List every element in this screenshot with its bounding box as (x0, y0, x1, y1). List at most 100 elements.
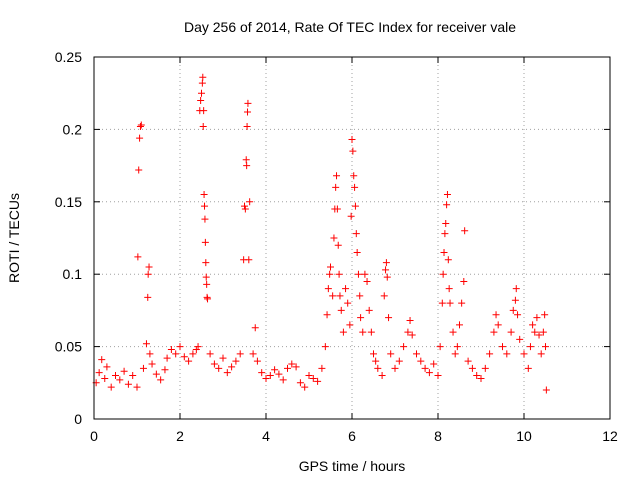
data-point (417, 357, 425, 365)
x-tick-label: 8 (434, 428, 442, 444)
data-point (251, 324, 259, 332)
data-point (129, 372, 137, 380)
data-point (443, 201, 451, 209)
data-point (337, 306, 345, 314)
data-point (321, 343, 329, 351)
data-point (430, 360, 438, 368)
data-point (197, 96, 205, 104)
data-point (361, 270, 369, 278)
data-point (349, 147, 357, 155)
y-tick-label: 0.15 (55, 194, 82, 210)
data-point (385, 314, 393, 322)
data-point (329, 292, 337, 300)
data-point (144, 270, 152, 278)
data-point (200, 191, 208, 199)
data-point (542, 386, 550, 394)
data-point (382, 259, 390, 267)
data-point (516, 335, 524, 343)
chart-title: Day 256 of 2014, Rate Of TEC Index for r… (184, 19, 516, 35)
data-point (344, 299, 352, 307)
data-point (421, 364, 429, 372)
data-point (241, 205, 249, 213)
data-point (204, 295, 212, 303)
data-point (152, 370, 160, 378)
data-point (363, 277, 371, 285)
data-point (347, 212, 355, 220)
data-point (406, 317, 414, 325)
data-point (137, 121, 145, 129)
data-point (163, 354, 171, 362)
data-point (486, 350, 494, 358)
y-tick-label: 0.1 (63, 266, 83, 282)
data-point (201, 238, 209, 246)
data-point (339, 328, 347, 336)
data-point (309, 374, 317, 382)
data-point (161, 366, 169, 374)
data-point (223, 369, 231, 377)
data-point (292, 363, 300, 371)
data-point (365, 306, 373, 314)
data-point (192, 345, 200, 353)
data-point (203, 280, 211, 288)
y-axis-label: ROTI / TECUs (6, 193, 22, 283)
data-point (490, 328, 498, 336)
data-point (395, 357, 403, 365)
data-point (352, 230, 360, 238)
data-point (301, 383, 309, 391)
data-point (172, 350, 180, 358)
data-point (136, 123, 144, 131)
data-point (198, 89, 205, 97)
data-point (243, 123, 251, 131)
data-point (144, 293, 152, 301)
data-point (512, 285, 520, 293)
data-point (541, 311, 549, 319)
data-point (133, 383, 141, 391)
data-point (354, 270, 362, 278)
data-point (332, 183, 340, 191)
data-point (451, 350, 459, 358)
data-point (258, 369, 266, 377)
data-point (134, 253, 142, 261)
data-point (136, 134, 144, 142)
x-tick-label: 12 (602, 428, 618, 444)
data-point (539, 328, 547, 336)
data-point (446, 299, 454, 307)
x-tick-label: 4 (262, 428, 270, 444)
data-point (262, 374, 270, 382)
data-point (348, 136, 356, 144)
grid-lines (94, 57, 610, 419)
data-point (333, 205, 341, 213)
data-point (98, 356, 106, 364)
data-point (442, 220, 450, 228)
data-point (524, 364, 532, 372)
data-point (456, 321, 463, 329)
data-point (244, 99, 252, 107)
data-point (367, 328, 375, 336)
data-point (246, 198, 254, 206)
data-point (288, 360, 296, 368)
data-point (157, 376, 165, 384)
data-point (336, 292, 344, 300)
data-point (378, 372, 386, 380)
y-tick-label: 0 (74, 411, 82, 427)
data-point (232, 357, 240, 365)
data-point (330, 234, 338, 242)
data-point (374, 364, 382, 372)
data-point (356, 292, 364, 300)
data-point (275, 370, 283, 378)
y-tick-label: 0.25 (55, 49, 82, 65)
data-point (167, 345, 175, 353)
data-point (499, 343, 506, 351)
data-point (219, 354, 227, 362)
data-point (346, 321, 354, 329)
data-point (461, 227, 469, 235)
data-point (112, 372, 119, 380)
data-point (253, 357, 261, 365)
data-point (200, 107, 208, 115)
data-point (206, 350, 214, 358)
data-point (542, 343, 549, 351)
y-tick-label: 0.2 (63, 121, 83, 137)
data-point (359, 328, 367, 336)
data-point (189, 350, 197, 358)
